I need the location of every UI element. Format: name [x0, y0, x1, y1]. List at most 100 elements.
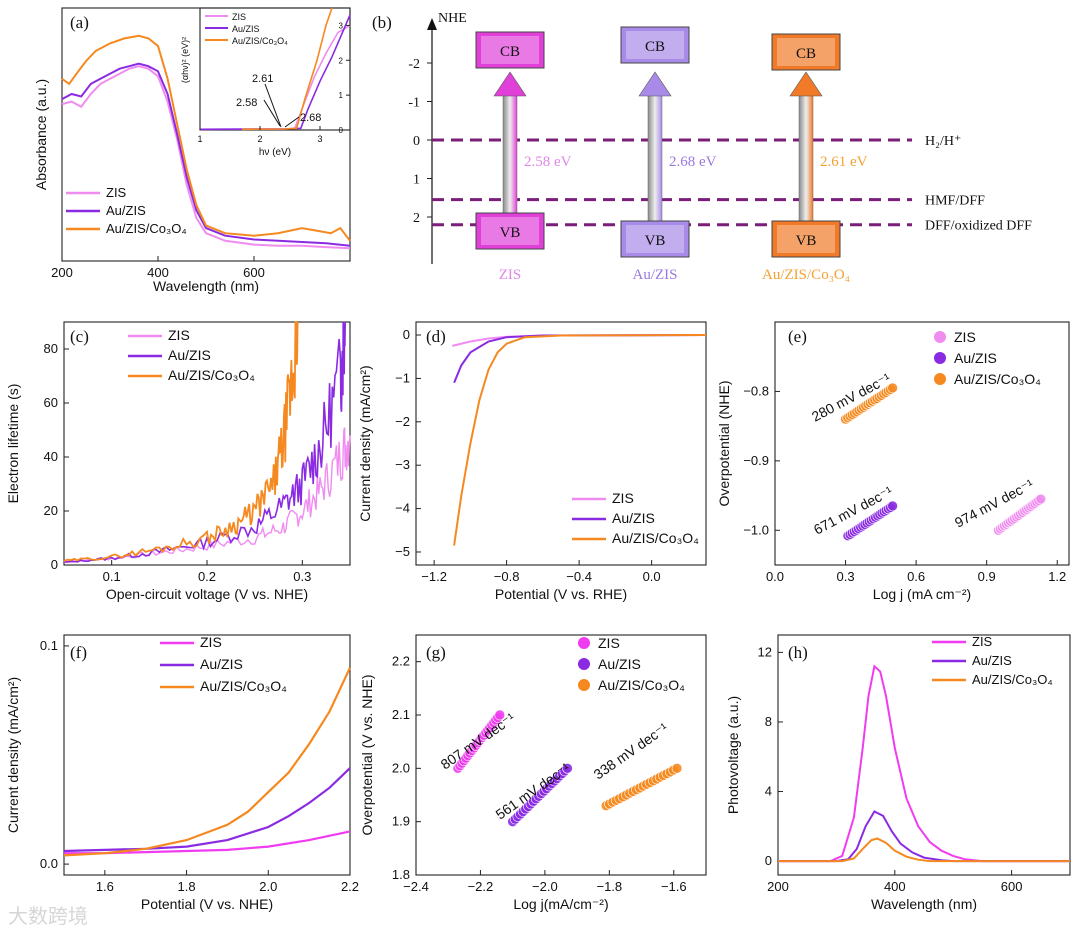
y-tick-label: 2.0 [392, 760, 410, 775]
y-tick-label: −5 [395, 544, 410, 559]
axes-frame-g [415, 634, 707, 876]
inset-legend-label: Au/ZIS [232, 24, 260, 34]
legend-label: ZIS [954, 329, 976, 345]
y-tick-label: −2 [395, 414, 410, 429]
x-tick-label: 2.0 [259, 879, 277, 894]
redox-level-label: DFF/oxidized DFF [925, 219, 1032, 234]
inset-annotation: 2.58 [236, 97, 257, 109]
x-tick-label: −1.8 [596, 879, 622, 894]
legend-label: Au/ZIS [598, 656, 641, 672]
tafel-g-point-0 [494, 709, 506, 721]
x-tick-label: 400 [884, 879, 906, 894]
cb-box-bevel [626, 31, 684, 59]
x-tick-label: −2.2 [468, 879, 494, 894]
inset-y-tick-label: 2 [339, 56, 344, 65]
y-axis-label: Overpotential (NHE) [716, 380, 732, 506]
x-tick-label: 0.0 [643, 569, 661, 584]
y-tick-label: 1.8 [392, 867, 410, 882]
y-tick-label: −0.8 [743, 383, 769, 398]
y-tick-label: 0.0 [40, 856, 58, 871]
legend-label: Au/ZIS [106, 203, 146, 218]
axes-frame-f [63, 634, 351, 876]
panel-label-a: (a) [70, 13, 89, 32]
spv-line-2 [778, 837, 1070, 863]
x-tick-label: 0.3 [293, 569, 311, 584]
tafel-g-point-1 [562, 763, 573, 774]
excitation-arrow-shaft [502, 89, 518, 214]
abs-line-2 [61, 34, 351, 242]
x-axis-label: Open-circuit voltage (V vs. NHE) [106, 586, 308, 602]
lsv-line-1 [63, 767, 351, 853]
nhe-axis-arrow [427, 18, 437, 30]
y-tick-label: 0 [51, 557, 58, 572]
inset-annotation: 2.61 [252, 73, 273, 85]
inset-x-tick-label: 3 [317, 134, 322, 144]
panel-label-d: (d) [426, 327, 446, 346]
cb-box-bevel [777, 38, 835, 66]
y-tick-label: 1.9 [392, 814, 410, 829]
x-axis-label: Log j(mA/cm⁻²) [513, 896, 608, 912]
inset-x-label: hν (eV) [259, 147, 291, 158]
band-gap-label: 2.61 eV [820, 154, 868, 170]
nhe-tick-label: 1 [413, 173, 420, 188]
axes-frame-h [777, 634, 1071, 876]
redox-level-label: H₂/H⁺ [925, 134, 961, 149]
y-axis-label: Photovoltage (a.u.) [725, 696, 741, 814]
y-tick-label: 80 [44, 341, 58, 356]
legend-dot [578, 658, 590, 670]
legend-label: Au/ZIS/Co₃O₄ [612, 530, 699, 546]
x-tick-label: 1.2 [1048, 569, 1066, 584]
y-tick-label: 0 [403, 327, 410, 342]
tafel-slope-label: 974 mV dec⁻¹ [952, 476, 1036, 531]
x-tick-label: −1.2 [421, 569, 447, 584]
inset-line-2 [241, 7, 333, 131]
x-tick-label: 600 [243, 265, 265, 280]
y-axis-label: Overpotential (V vs. NHE) [359, 674, 375, 835]
vb-label: VB [796, 233, 817, 249]
cb-box [620, 26, 690, 64]
x-tick-label: 1.6 [96, 879, 114, 894]
inset-y-tick-label: 0 [339, 126, 344, 135]
vb-label: VB [500, 225, 521, 241]
inset-y-label: (αhν)² (eV)² [180, 37, 190, 83]
panel-label-e: (e) [788, 327, 807, 346]
y-axis-label: Current density (mA/cm²) [357, 365, 373, 521]
tafel-point-0 [1035, 493, 1047, 505]
panel-label-b: (b) [372, 13, 392, 32]
vb-box [475, 212, 545, 250]
x-tick-label: 200 [767, 879, 789, 894]
y-tick-label: 20 [44, 503, 58, 518]
legend-label: ZIS [106, 185, 127, 200]
watermark-text: 大数跨境 [8, 904, 88, 928]
x-tick-label: 0.6 [907, 569, 925, 584]
jv-line-1 [453, 334, 707, 384]
inset-y-tick-label: 1 [339, 91, 344, 100]
tafel-point-2 [887, 382, 898, 394]
cb-box [475, 31, 545, 69]
inset-arrow [284, 116, 300, 128]
y-tick-label: 0.1 [40, 638, 58, 653]
legend-dot [934, 352, 946, 364]
y-tick-label: 2.2 [392, 654, 410, 669]
y-tick-label: 12 [758, 644, 772, 659]
vb-box-bevel [626, 225, 684, 253]
legend-label: Au/ZIS/Co₃O₄ [598, 677, 685, 693]
axes-frame-d [415, 321, 707, 566]
axes-frame-e [774, 321, 1070, 566]
tafel-g-point-2 [671, 763, 683, 774]
abs-line-1 [61, 62, 351, 247]
legend-label: Au/ZIS/Co₃O₄ [168, 367, 255, 383]
x-tick-label: −0.8 [494, 569, 520, 584]
inset-y-tick-label: 3 [339, 21, 344, 30]
panel-label-c: (c) [70, 327, 89, 346]
vb-box-bevel [481, 217, 539, 245]
y-tick-label: 2.1 [392, 707, 410, 722]
tafel-slope-label: 561 mV dec⁻¹ [493, 759, 574, 822]
y-tick-label: 4 [765, 784, 772, 799]
y-tick-label: −0.9 [743, 453, 769, 468]
legend-label: ZIS [612, 490, 634, 506]
y-tick-label: 8 [765, 714, 772, 729]
legend-label: ZIS [972, 634, 993, 649]
x-tick-label: 400 [147, 265, 169, 280]
excitation-arrow-shaft [647, 89, 663, 222]
